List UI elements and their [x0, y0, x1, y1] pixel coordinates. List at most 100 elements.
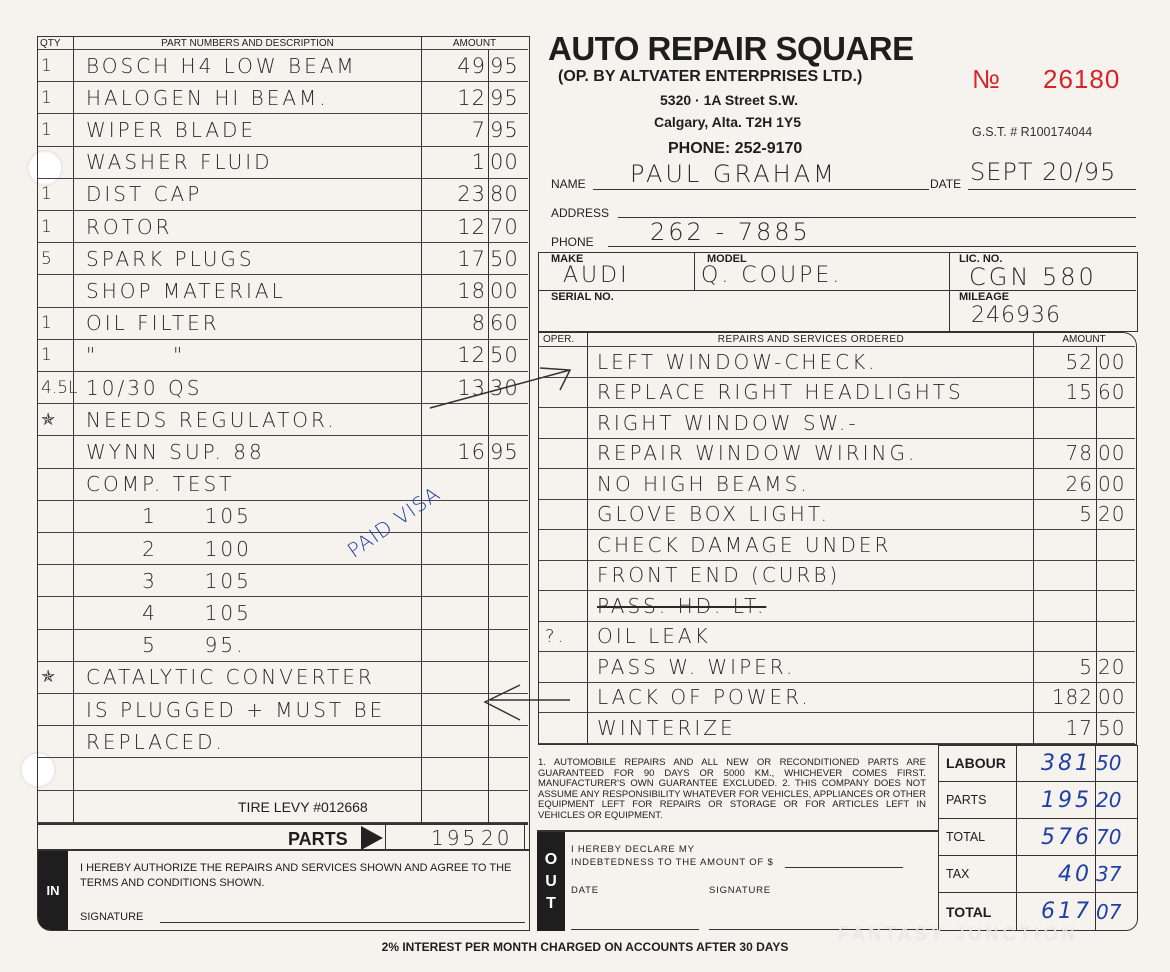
part-description: HALOGEN HI BEAM.	[86, 85, 329, 110]
part-description: OIL FILTER	[86, 311, 220, 336]
vehicle-license: CGN 580	[969, 263, 1097, 291]
repair-description: CHECK DAMAGE UNDER	[597, 532, 892, 557]
part-qty: 4.5L	[41, 377, 78, 398]
part-description: " "	[86, 343, 186, 368]
totals-dollars: 576	[1041, 824, 1092, 850]
part-qty: ✯	[41, 667, 56, 688]
parts-row: 3 105	[38, 565, 528, 598]
company-address-1: 5320 · 1A Street S.W.	[660, 92, 798, 108]
repair-row: PASS W. WIPER. 5 20	[539, 652, 1135, 683]
part-qty: 1	[41, 119, 52, 140]
repair-amount-dollars: 182	[1051, 685, 1093, 710]
part-qty: 1	[41, 184, 52, 205]
parts-row: 4.5L 10/30 QS 13 30	[38, 372, 528, 405]
date-label: DATE	[930, 177, 962, 191]
repair-oper: ?.	[545, 625, 567, 647]
desc-header: PART NUMBERS AND DESCRIPTION	[161, 37, 334, 49]
part-description: ROTOR	[86, 214, 173, 239]
totals-dollars: 195	[1041, 787, 1092, 813]
repair-row: LEFT WINDOW-CHECK. 52 00	[539, 347, 1135, 378]
part-amount-cents: 60	[490, 311, 519, 336]
part-description: SHOP MATERIAL	[86, 278, 286, 303]
part-amount-dollars: 17	[457, 246, 486, 271]
gst-number: G.S.T. # R100174044	[972, 125, 1093, 139]
vehicle-model: Q. COUPE.	[701, 263, 843, 288]
part-description: 5 95.	[86, 633, 246, 658]
customer-date: SEPT 20/95	[970, 158, 1117, 186]
parts-row: 5 95.	[38, 630, 528, 662]
company-operator: (OP. BY ALTVATER ENTERPRISES LTD.)	[558, 68, 863, 85]
part-qty: ✯	[41, 409, 56, 430]
repair-oper	[545, 469, 585, 499]
company-name: AUTO REPAIR SQUARE	[548, 30, 914, 67]
parts-row: IS PLUGGED + MUST BE	[38, 694, 528, 727]
repair-amount-cents: 00	[1098, 441, 1126, 466]
repair-description: PASS. HD. LT.	[597, 593, 767, 618]
part-description: BOSCH H4 LOW BEAM	[86, 53, 357, 78]
repair-row: REPAIR WINDOW WIRING. 78 00	[539, 439, 1135, 469]
repair-row: LACK OF POWER. 182 00	[539, 683, 1135, 713]
part-qty: 1	[41, 216, 52, 237]
parts-row: COMP. TEST	[38, 469, 528, 501]
repair-amount-dollars	[1033, 591, 1093, 621]
out-date-label: DATE	[571, 885, 599, 896]
repair-amount-cents	[1098, 591, 1136, 621]
out-signature-label: SIGNATURE	[709, 885, 771, 896]
repair-amount-dollars: 15	[1065, 380, 1093, 405]
part-amount-cents: 70	[490, 214, 519, 239]
parts-row: 1 HALOGEN HI BEAM. 12 95	[38, 82, 528, 115]
part-description: IS PLUGGED + MUST BE	[86, 697, 386, 722]
part-qty	[41, 533, 73, 564]
totals-label: TOTAL	[946, 830, 986, 844]
part-description: WIPER BLADE	[86, 117, 257, 142]
repair-row: WINTERIZE 17 50	[539, 713, 1135, 744]
part-qty: 1	[41, 313, 52, 334]
part-description	[86, 758, 421, 789]
parts-row: REPLACED.	[38, 726, 528, 759]
repairs-header: OPER. REPAIRS AND SERVICES ORDERED AMOUN…	[539, 333, 1135, 347]
out-tab: OUT	[537, 832, 565, 931]
repair-amount-cents	[1098, 408, 1136, 438]
totals-row: LABOUR 381 50	[938, 745, 1138, 782]
part-amount-cents	[490, 791, 528, 822]
repair-description: REPLACE RIGHT HEADLIGHTS	[597, 380, 964, 405]
repair-row: RIGHT WINDOW SW.-	[539, 408, 1135, 439]
part-qty	[41, 597, 73, 628]
parts-total-label: PARTS	[288, 829, 348, 849]
repair-description: LEFT WINDOW-CHECK.	[597, 349, 878, 374]
company-phone: PHONE: 252-9170	[668, 140, 803, 157]
part-description: 4 105	[86, 600, 252, 625]
repair-amount-dollars: 26	[1065, 471, 1093, 496]
repair-amount-cents: 00	[1098, 685, 1126, 710]
part-amount-dollars	[421, 791, 486, 822]
repair-amount-dollars: 52	[1065, 349, 1093, 374]
part-description: REPLACED.	[86, 729, 225, 754]
part-amount-dollars	[421, 758, 486, 789]
part-qty	[41, 436, 73, 467]
repair-amount-dollars	[1033, 530, 1093, 560]
part-description: 10/30 QS	[86, 375, 203, 400]
authorization-box: IN I HEREBY AUTHORIZE THE REPAIRS AND SE…	[37, 850, 530, 931]
part-description: WASHER FLUID	[86, 150, 273, 175]
serial-label: SERIAL NO.	[551, 291, 614, 303]
parts-row	[38, 758, 528, 791]
totals-label: LABOUR	[946, 755, 1006, 771]
part-qty	[41, 565, 73, 596]
part-description: WYNN SUP. 88	[86, 439, 265, 464]
repair-amount-cents	[1098, 530, 1136, 560]
repair-amount-dollars: 5	[1079, 654, 1093, 679]
totals-cents: 70	[1096, 825, 1122, 849]
repair-oper	[545, 439, 585, 469]
repair-description: OIL LEAK	[597, 624, 711, 649]
customer-phone: 262 - 7885	[650, 218, 811, 246]
totals-row: TAX 40 37	[938, 856, 1138, 893]
part-amount-cents: 00	[490, 278, 519, 303]
parts-row: ✯ CATALYTIC CONVERTER	[38, 662, 528, 694]
repair-oper	[545, 561, 585, 591]
parts-row: WASHER FLUID 1 00	[38, 147, 528, 179]
repair-row: PASS. HD. LT.	[539, 591, 1135, 622]
annotation-arrows	[429, 367, 572, 721]
part-description: NEEDS REGULATOR.	[86, 407, 337, 432]
totals-box	[938, 745, 1138, 931]
part-amount-dollars: 1	[471, 150, 486, 175]
